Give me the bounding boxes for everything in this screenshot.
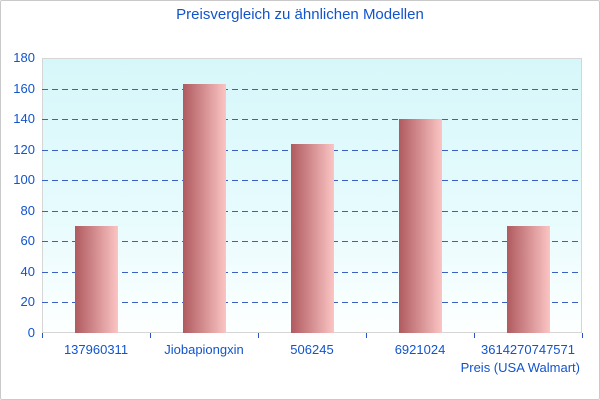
x-axis-tick xyxy=(474,333,475,338)
y-axis-label-40: 40 xyxy=(20,264,35,279)
y-axis-label-100: 100 xyxy=(13,172,35,187)
bar-506245 xyxy=(291,144,334,333)
gridline-140 xyxy=(42,119,582,120)
bar-3614270747571 xyxy=(507,226,550,333)
y-axis-label-60: 60 xyxy=(20,233,35,248)
x-axis-tick xyxy=(150,333,151,338)
y-axis-label-180: 180 xyxy=(13,50,35,65)
y-axis-label-0: 0 xyxy=(27,325,35,340)
x-axis-category-label: 137960311 xyxy=(63,342,129,357)
bar-137960311 xyxy=(75,226,118,333)
bar-6921024 xyxy=(399,119,442,333)
x-axis-name: Preis (USA Walmart) xyxy=(460,360,580,375)
x-axis-category-label: 6921024 xyxy=(394,342,446,357)
y-axis-label-20: 20 xyxy=(20,294,35,309)
chart-title: Preisvergleich zu ähnlichen Modellen xyxy=(176,6,424,23)
x-axis-category-label: Jiobapiongxin xyxy=(164,342,244,357)
y-axis-label-80: 80 xyxy=(20,203,35,218)
gridline-160 xyxy=(42,89,582,90)
x-axis-tick xyxy=(258,333,259,338)
y-axis-label-120: 120 xyxy=(13,142,35,157)
x-axis-category-label: 506245 xyxy=(290,342,334,357)
x-axis-category-label: 3614270747571 xyxy=(481,342,575,357)
x-axis-tick xyxy=(42,333,43,338)
y-axis-label-140: 140 xyxy=(13,111,35,126)
x-axis-tick xyxy=(366,333,367,338)
bar-Jiobapiongxin xyxy=(183,84,226,333)
y-axis-label-160: 160 xyxy=(13,81,35,96)
x-axis-tick xyxy=(582,333,583,338)
